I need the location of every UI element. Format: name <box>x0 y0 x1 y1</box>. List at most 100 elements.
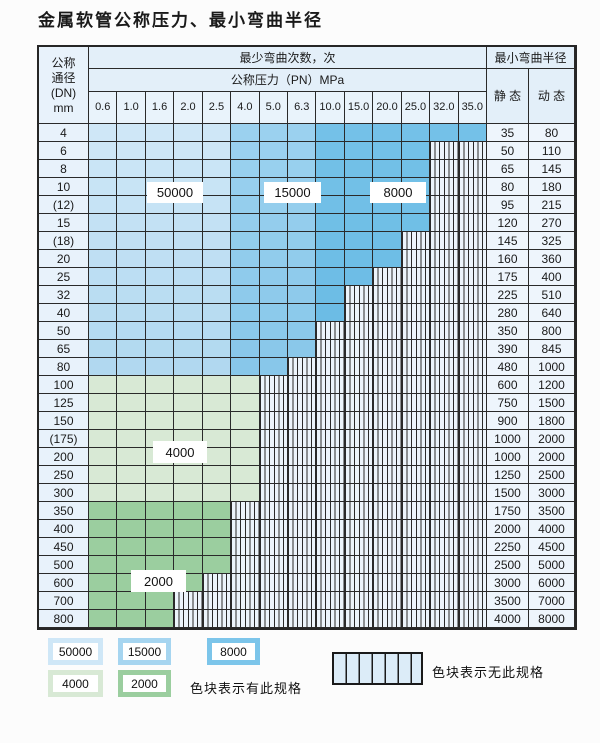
spec-cell-available <box>202 520 232 538</box>
spec-cell-available <box>231 394 260 412</box>
spec-cell-unavailable <box>373 520 402 538</box>
dn-cell: 65 <box>39 340 89 358</box>
spec-cell-unavailable <box>373 592 402 610</box>
spec-cell-available <box>145 538 175 556</box>
spec-cell-unavailable <box>288 466 317 484</box>
pressure-col-header: 1.6 <box>145 92 175 124</box>
spec-cell-available <box>89 466 118 484</box>
spec-cell-available <box>89 322 118 340</box>
spec-cell-available <box>89 142 118 160</box>
spec-cell-unavailable <box>458 574 487 592</box>
spec-cell-unavailable <box>259 520 288 538</box>
legend-block-15000: 15000 <box>118 638 171 665</box>
spec-cell-unavailable <box>231 592 260 610</box>
static-value-cell: 65 <box>487 160 529 178</box>
spec-cell-unavailable <box>344 322 374 340</box>
dynamic-value-cell: 270 <box>529 214 575 232</box>
spec-cell-unavailable <box>430 538 459 556</box>
spec-cell-unavailable <box>288 538 317 556</box>
spec-cell-unavailable <box>373 304 402 322</box>
spec-cell-available <box>174 556 203 574</box>
static-value-cell: 2250 <box>487 538 529 556</box>
spec-cell-available <box>89 124 118 142</box>
spec-cell-unavailable <box>458 376 487 394</box>
spec-cell-unavailable <box>344 376 374 394</box>
dn-cell: (175) <box>39 430 89 448</box>
spec-cell-unavailable <box>231 520 260 538</box>
dn-cell: (12) <box>39 196 89 214</box>
spec-cell-unavailable <box>259 538 288 556</box>
static-value-cell: 50 <box>487 142 529 160</box>
grid-label-15000: 15000 <box>264 182 321 203</box>
static-value-cell: 390 <box>487 340 529 358</box>
spec-cell-available <box>202 538 232 556</box>
spec-cell-available <box>117 592 146 610</box>
spec-cell-available <box>401 142 431 160</box>
spec-cell-unavailable <box>316 484 345 502</box>
spec-cell-unavailable <box>458 178 487 196</box>
spec-cell-unavailable <box>344 412 374 430</box>
pressure-col-header: 1.0 <box>117 92 146 124</box>
static-value-cell: 1500 <box>487 484 529 502</box>
spec-cell-available <box>145 322 175 340</box>
spec-cell-unavailable <box>288 412 317 430</box>
spec-cell-unavailable <box>430 142 459 160</box>
pressure-col-header: 2.0 <box>174 92 203 124</box>
spec-cell-unavailable <box>316 466 345 484</box>
static-value-cell: 750 <box>487 394 529 412</box>
spec-cell-available <box>316 214 345 232</box>
spec-cell-available <box>288 142 317 160</box>
spec-cell-available <box>259 322 288 340</box>
spec-cell-unavailable <box>373 466 402 484</box>
dynamic-value-cell: 7000 <box>529 592 575 610</box>
spec-cell-available <box>117 286 146 304</box>
spec-cell-unavailable <box>259 448 288 466</box>
spec-cell-available <box>174 142 203 160</box>
spec-cell-available <box>231 376 260 394</box>
static-value-cell: 600 <box>487 376 529 394</box>
spec-cell-unavailable <box>316 412 345 430</box>
spec-cell-unavailable <box>344 538 374 556</box>
spec-cell-unavailable <box>458 268 487 286</box>
spec-cell-available <box>344 232 374 250</box>
spec-cell-available <box>202 376 232 394</box>
spec-cell-available <box>117 412 146 430</box>
spec-cell-unavailable <box>316 340 345 358</box>
dn-cell: 25 <box>39 268 89 286</box>
spec-cell-available <box>231 448 260 466</box>
pressure-col-header: 32.0 <box>430 92 459 124</box>
spec-cell-unavailable <box>430 394 459 412</box>
spec-cell-available <box>202 178 232 196</box>
spec-cell-available <box>344 160 374 178</box>
spec-cell-unavailable <box>430 250 459 268</box>
spec-cell-available <box>259 286 288 304</box>
dn-cell: 100 <box>39 376 89 394</box>
spec-cell-unavailable <box>288 430 317 448</box>
spec-cell-unavailable <box>344 394 374 412</box>
pressure-col-header: 5.0 <box>259 92 288 124</box>
spec-cell-unavailable <box>401 448 431 466</box>
spec-table: 公称 通径 (DN) mm 最少弯曲次数，次 最小弯曲半径 公称压力（PN）MP… <box>37 45 577 630</box>
spec-cell-available <box>145 340 175 358</box>
dn-cell: 4 <box>39 124 89 142</box>
spec-cell-unavailable <box>202 574 232 592</box>
dn-header-line: (DN) <box>50 85 77 100</box>
spec-cell-available <box>117 160 146 178</box>
spec-cell-unavailable <box>259 610 288 628</box>
static-value-cell: 120 <box>487 214 529 232</box>
dn-cell: 40 <box>39 304 89 322</box>
pressure-col-header: 25.0 <box>401 92 431 124</box>
spec-cell-available <box>344 196 374 214</box>
spec-cell-unavailable <box>430 556 459 574</box>
dn-cell: 700 <box>39 592 89 610</box>
spec-cell-unavailable <box>259 430 288 448</box>
dn-cell: 600 <box>39 574 89 592</box>
spec-cell-available <box>117 610 146 628</box>
spec-cell-available <box>117 448 146 466</box>
spec-cell-unavailable <box>401 322 431 340</box>
dn-cell: 400 <box>39 520 89 538</box>
legend-label-4000: 4000 <box>53 675 98 692</box>
spec-cell-available <box>231 268 260 286</box>
spec-cell-unavailable <box>288 358 317 376</box>
spec-cell-unavailable <box>316 520 345 538</box>
